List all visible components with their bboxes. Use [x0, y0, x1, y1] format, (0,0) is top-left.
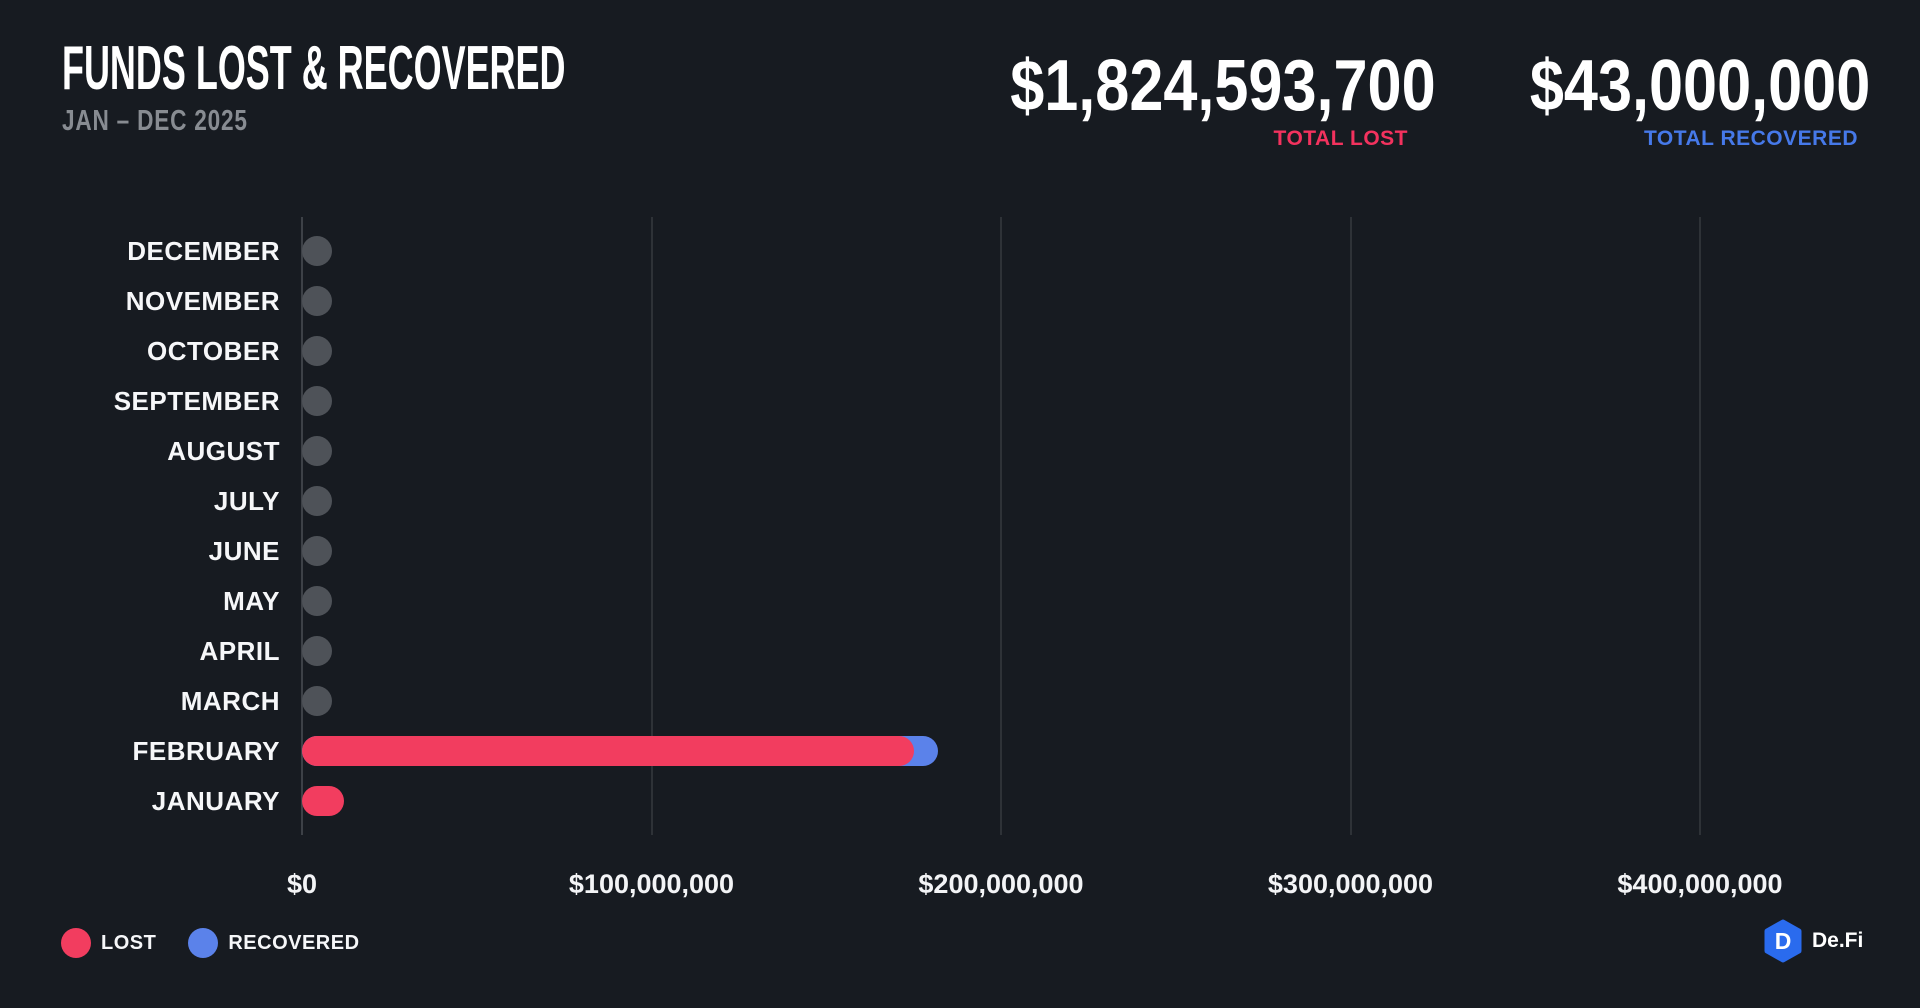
month-label-january: JANUARY	[151, 786, 280, 816]
empty-dot-october	[302, 336, 332, 366]
empty-dot-december	[302, 236, 332, 266]
x-axis-tick-label: $300,000,000	[1267, 869, 1434, 899]
legend-item-lost: LOST	[61, 928, 156, 958]
svg-text:D: D	[1775, 928, 1792, 954]
empty-dot-september	[302, 386, 332, 416]
recovered-swatch-icon	[188, 928, 219, 958]
month-label-february: FEBRUARY	[132, 736, 280, 766]
empty-dot-april	[302, 636, 332, 666]
legend-label-recovered: RECOVERED	[228, 931, 360, 954]
month-label-october: OCTOBER	[146, 336, 280, 366]
x-axis-tick-label: $0	[286, 869, 318, 899]
x-gridline	[1000, 217, 1002, 835]
page-subtitle: JAN – DEC 2025	[62, 105, 248, 138]
month-label-july: JULY	[213, 486, 280, 516]
empty-dot-may	[302, 586, 332, 616]
total-lost-summary: $1,824,593,700 TOTAL LOST	[940, 46, 1436, 151]
total-lost-label: TOTAL LOST	[1273, 127, 1408, 150]
lost-bar-january	[302, 786, 344, 816]
empty-dot-august	[302, 436, 332, 466]
total-recovered-summary: $43,000,000 TOTAL RECOVERED	[1472, 46, 1871, 151]
total-lost-amount: $1,824,593,700	[1010, 46, 1436, 126]
month-label-august: AUGUST	[167, 436, 280, 466]
month-label-april: APRIL	[199, 636, 280, 666]
month-label-may: MAY	[223, 586, 280, 616]
empty-dot-march	[302, 686, 332, 716]
x-axis-tick-label: $400,000,000	[1617, 869, 1783, 899]
month-label-june: JUNE	[208, 536, 280, 566]
title-block: FUNDS LOST & RECOVERED JAN – DEC 2025	[62, 36, 930, 138]
total-recovered-label: TOTAL RECOVERED	[1643, 127, 1858, 150]
defi-logo: D De.Fi	[1763, 919, 1863, 963]
month-label-march: MARCH	[180, 686, 280, 716]
lost-bar-february	[302, 736, 914, 766]
empty-dot-july	[302, 486, 332, 516]
page-title: FUNDS LOST & RECOVERED	[62, 34, 566, 103]
empty-dot-june	[302, 536, 332, 566]
chart-legend: LOST RECOVERED	[61, 928, 360, 958]
legend-item-recovered: RECOVERED	[188, 928, 359, 958]
month-label-november: NOVEMBER	[125, 286, 280, 316]
x-axis-tick-label: $100,000,000	[568, 869, 735, 899]
empty-dot-november	[302, 286, 332, 316]
x-gridline	[1699, 217, 1701, 835]
y-axis-line	[301, 217, 303, 835]
lost-swatch-icon	[61, 928, 91, 958]
month-label-december: DECEMBER	[127, 236, 280, 266]
x-gridline	[650, 217, 653, 835]
month-label-september: SEPTEMBER	[113, 386, 280, 416]
x-gridline	[1349, 217, 1352, 835]
x-axis-tick-label: $200,000,000	[918, 869, 1084, 899]
legend-label-lost: LOST	[101, 931, 157, 954]
total-recovered-amount: $43,000,000	[1529, 46, 1871, 126]
defi-hexagon-d-icon: D	[1764, 919, 1802, 963]
defi-logo-text: De.Fi	[1812, 929, 1864, 952]
